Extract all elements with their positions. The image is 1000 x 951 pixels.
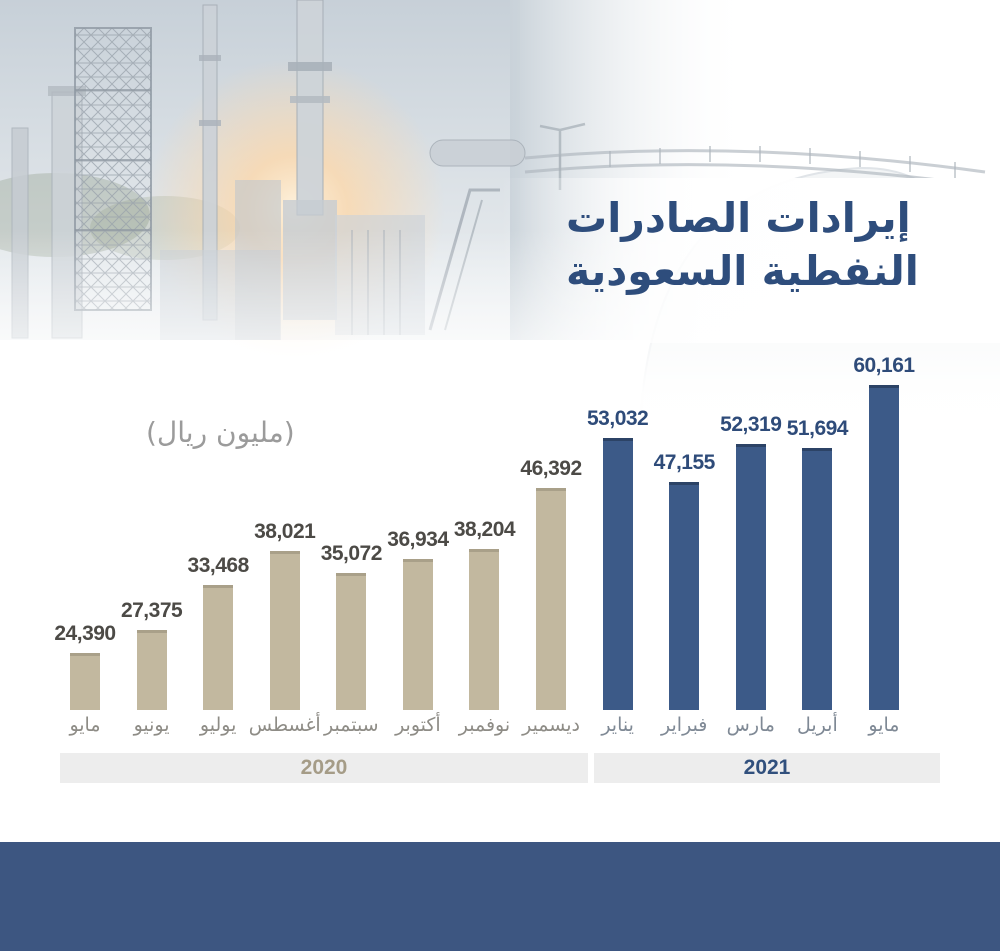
bar-month-label: مارس — [726, 714, 775, 736]
bar-value-label: 35,072 — [320, 542, 383, 565]
bar — [469, 549, 500, 710]
bar-value-label: 24,390 — [54, 622, 116, 645]
bar-month-label: ديسمير — [522, 714, 580, 736]
bar — [802, 448, 833, 710]
bar-month-label: فبراير — [661, 714, 708, 736]
bar — [136, 630, 167, 710]
bar-month-label: يوليو — [199, 714, 237, 736]
bar — [602, 438, 633, 710]
bar-value-label: 33,468 — [187, 554, 250, 577]
bar-month-label: نوفمبر — [458, 714, 511, 736]
page-title-line2: النفطية السعودية — [566, 247, 919, 295]
bar-month-label: سبتمبر — [324, 714, 379, 736]
bar — [269, 551, 300, 710]
photo-title-fade — [500, 178, 1000, 343]
bar — [735, 444, 766, 710]
bar — [402, 559, 433, 710]
bar-value-label: 47,155 — [653, 451, 716, 474]
bar — [203, 585, 234, 710]
year-band-2021: 2021 — [594, 753, 940, 783]
year-band-2020: 2020 — [60, 753, 588, 783]
bar — [70, 653, 100, 710]
year-label-2020: 2020 — [300, 756, 348, 779]
bar-month-label: يناير — [601, 714, 634, 736]
page-title: إيرادات الصادرات النفطية السعودية — [566, 192, 919, 298]
bar-value-label: 38,204 — [453, 518, 516, 541]
bar-month-label: أبريل — [797, 714, 838, 736]
bar-month-label: يونيو — [133, 714, 170, 736]
bar — [669, 482, 700, 710]
bar-month-label: مايو — [868, 714, 900, 736]
bar-value-label: 27,375 — [120, 599, 183, 622]
bar — [536, 488, 567, 710]
bar-month-label: أغسطس — [248, 714, 321, 736]
bar-month-label: أكتوبر — [395, 714, 441, 736]
bar-value-label: 46,392 — [520, 457, 582, 480]
page-title-line1: إيرادات الصادرات — [566, 194, 911, 242]
bar-value-label: 38,021 — [254, 520, 316, 543]
unit-label: (مليون ريال) — [146, 416, 295, 449]
bar-month-label: مايو — [69, 714, 101, 736]
year-label-2021: 2021 — [743, 756, 791, 779]
bar — [336, 573, 367, 710]
bar-value-label: 36,934 — [387, 528, 449, 551]
refinery-photo — [0, 0, 1000, 440]
footer-bar: ALEQTISADIAH الاقتصادية WWW.ALEQT.COM — [0, 842, 1000, 951]
